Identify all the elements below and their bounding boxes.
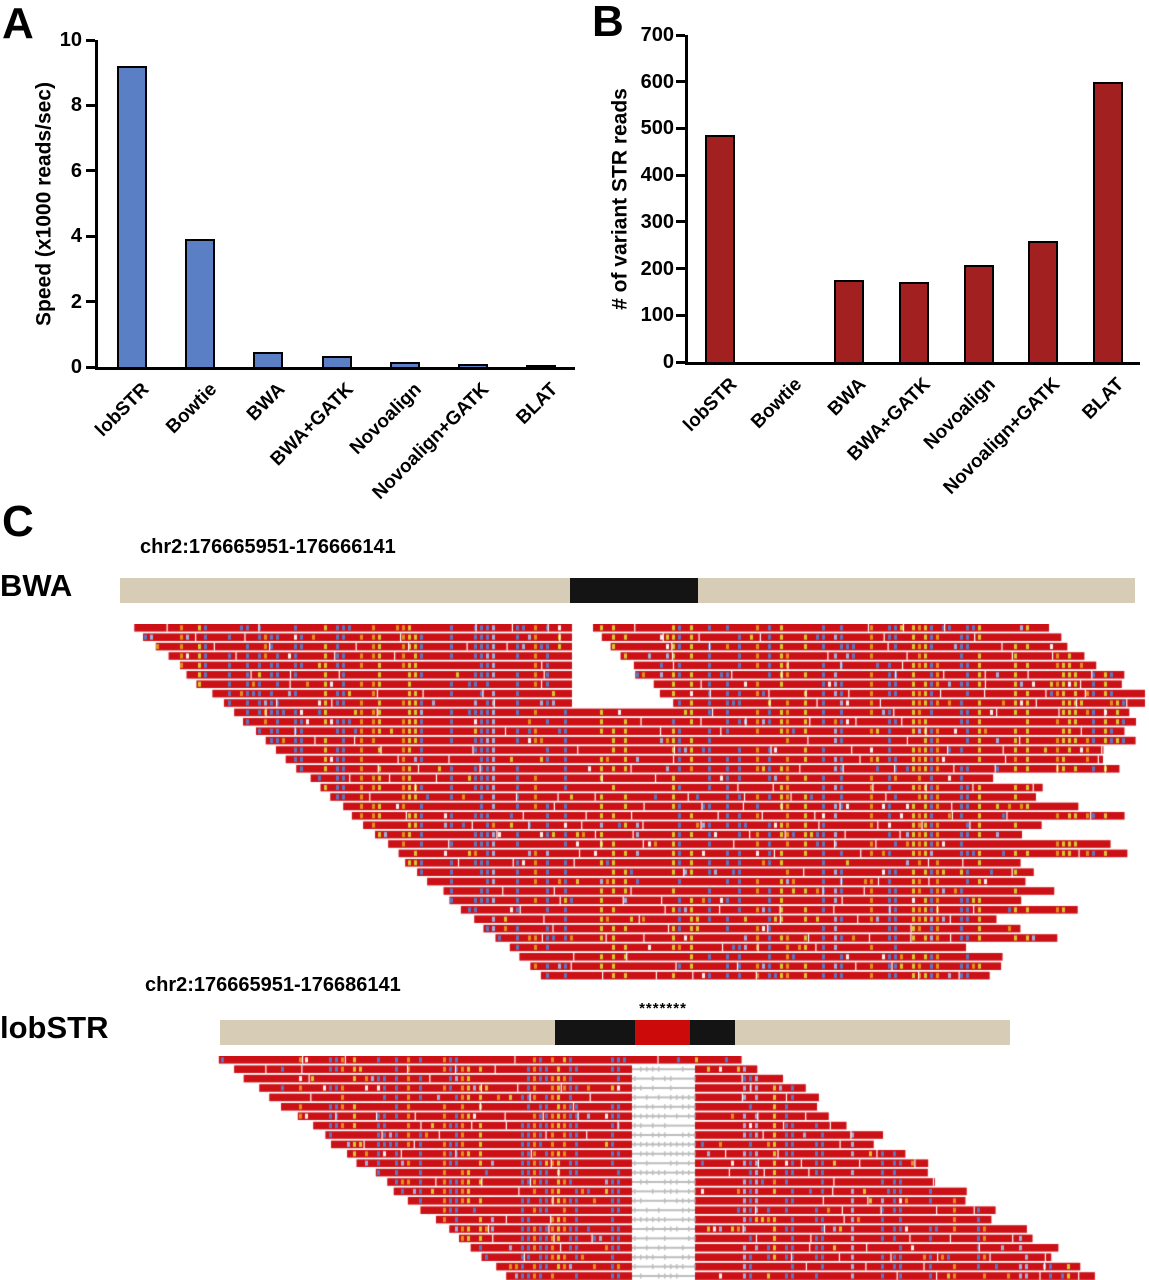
speed-bar-chart: Speed (x1000 reads/sec) 0 2 4 6 8 10 lobSTR Bow… <box>32 29 575 504</box>
y-tick-label: 0 <box>70 356 82 378</box>
y-tick-mark <box>676 360 685 364</box>
speed-y-axis-label: Speed (x1000 reads/sec) <box>32 81 55 326</box>
y-tick-label: 2 <box>70 290 82 313</box>
y-tick-mark <box>676 33 685 37</box>
y-tick-mark <box>676 173 685 177</box>
y-tick-mark <box>86 300 95 304</box>
y-tick-mark <box>86 38 95 42</box>
x-tick-label: BWA <box>243 379 290 426</box>
bwa-read-pileup-canvas <box>120 624 1149 980</box>
y-tick-label: 300 <box>640 210 674 233</box>
bar-BLAT <box>1092 81 1123 362</box>
y-tick-label: 6 <box>70 159 82 182</box>
y-tick-label: 500 <box>640 117 674 140</box>
y-tick-mark <box>676 126 685 130</box>
lobstr-reference-bar <box>220 1020 1010 1045</box>
y-tick-mark <box>676 267 685 271</box>
x-tick-label: Novoalign+GATK <box>368 379 494 504</box>
y-tick-label: 700 <box>640 24 674 46</box>
bwa-region-label: chr2:176665951-176666141 <box>140 536 396 558</box>
y-tick-mark <box>86 365 95 369</box>
lobstr-region-label: chr2:176665951-176686141 <box>145 974 401 996</box>
x-tick-label: BWA <box>824 374 871 421</box>
lobstr-str-highlight <box>635 1020 690 1045</box>
y-tick-mark <box>676 220 685 224</box>
bar-BLAT <box>525 365 556 367</box>
bar-BWA+GATK <box>321 355 352 367</box>
variant-reads-y-axis-label: # of variant STR reads <box>608 87 631 310</box>
x-tick-label: Bowtie <box>162 379 222 438</box>
bar-lobSTR <box>117 66 148 367</box>
bwa-str-region-marker <box>570 578 698 603</box>
y-tick-mark <box>676 80 685 84</box>
x-tick-label: lobSTR <box>679 374 742 436</box>
y-tick-label: 100 <box>640 304 674 327</box>
x-tick-label: lobSTR <box>91 379 153 441</box>
bwa-track-label: BWA <box>0 568 73 603</box>
bar-Bowtie <box>185 239 216 367</box>
y-tick-mark <box>86 169 95 173</box>
y-tick-mark <box>86 103 95 107</box>
y-tick-label: 0 <box>662 351 674 373</box>
bar-Novoalign <box>963 264 994 362</box>
lobstr-read-pileup-canvas <box>215 1056 1145 1280</box>
bar-BWA <box>834 280 865 362</box>
y-tick-label: 8 <box>70 94 82 117</box>
bar-Novoalign+GATK <box>1028 240 1059 362</box>
x-tick-label: BLAT <box>1078 374 1129 424</box>
panel-a-label: A <box>2 0 34 48</box>
y-tick-label: 4 <box>70 225 82 248</box>
y-tick-mark <box>86 234 95 238</box>
y-tick-label: 10 <box>59 29 82 51</box>
y-tick-mark <box>676 313 685 317</box>
bwa-reference-bar <box>120 578 1135 603</box>
x-tick-label: BLAT <box>512 379 562 429</box>
panel-b-label: B <box>592 0 624 46</box>
x-tick-label: Bowtie <box>746 374 806 433</box>
y-tick-label: 600 <box>640 70 674 93</box>
bar-BWA <box>253 352 284 367</box>
bar-lobSTR <box>705 135 736 362</box>
bar-Novoalign+GATK <box>457 363 488 367</box>
lobstr-track-label: lobSTR <box>0 1010 109 1045</box>
variant-reads-bar-chart: # of variant STR reads 0 100 200 300 400 500 6… <box>608 24 1140 499</box>
bar-BWA+GATK <box>899 281 929 362</box>
panel-c-label: C <box>2 497 34 546</box>
y-tick-label: 200 <box>640 257 674 280</box>
lobstr-asterisks: ******* <box>639 1000 687 1017</box>
x-tick-label: Novoalign+GATK <box>939 374 1065 499</box>
y-tick-label: 400 <box>640 164 674 187</box>
bar-Novoalign <box>389 362 420 367</box>
